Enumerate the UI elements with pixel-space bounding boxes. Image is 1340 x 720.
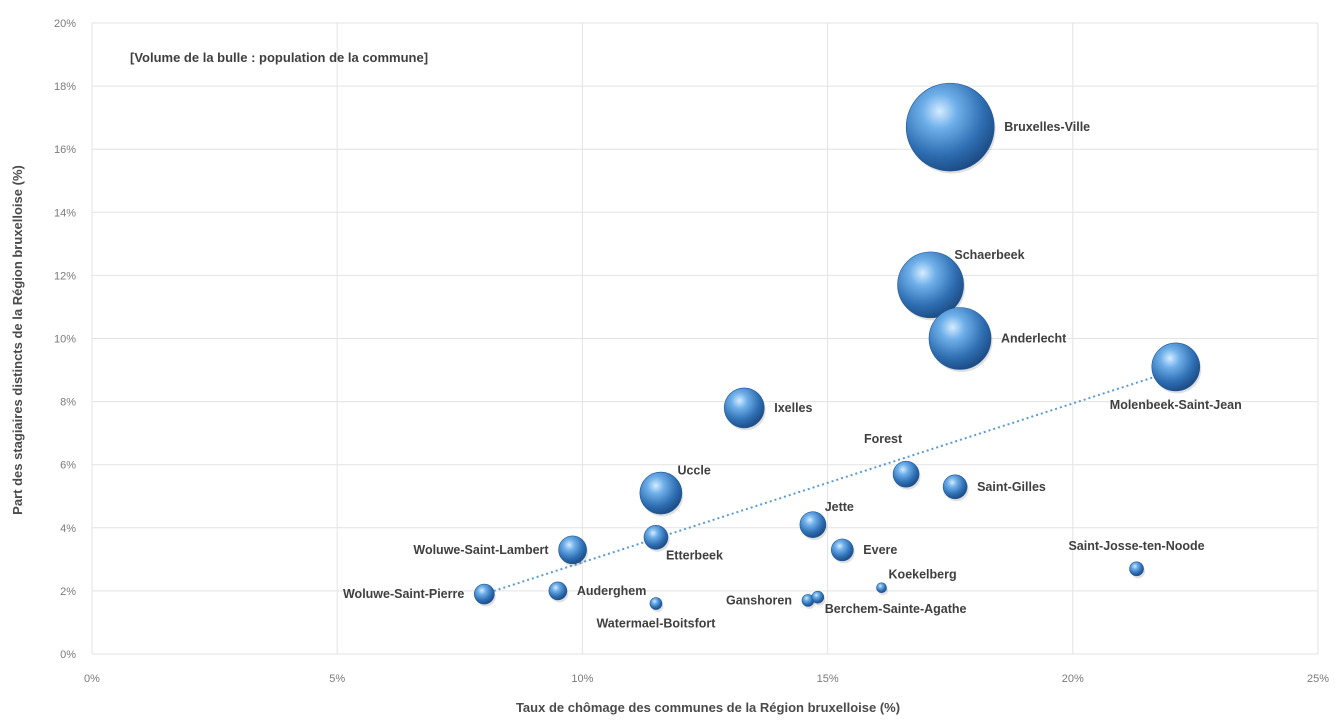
bubbles [474,82,1202,613]
bubble [649,597,663,610]
bubble-label: Watermael-Boitsfort [596,617,716,631]
bubble [1151,342,1201,392]
y-tick-label: 0% [60,649,76,661]
bubble-label: Jette [825,500,854,514]
bubble-label: Ganshoren [726,593,792,607]
bubble-label: Anderlecht [1001,332,1067,346]
y-tick-label: 20% [54,18,76,30]
bubble [1129,561,1144,577]
x-tick-label: 15% [817,673,839,685]
bubble-label: Schaerbeek [954,248,1024,262]
bubble-label: Molenbeek-Saint-Jean [1110,398,1242,412]
x-tick-label: 25% [1307,673,1329,685]
bubble [723,387,765,429]
bubble-label: Woluwe-Saint-Pierre [343,587,464,601]
bubble-label: Etterbeek [666,548,723,562]
bubble-label: Woluwe-Saint-Lambert [413,543,549,557]
x-tick-label: 0% [84,673,100,685]
bubble [905,82,995,172]
x-tick-label: 20% [1062,673,1084,685]
bubble [876,582,887,594]
bubble [558,535,587,565]
x-axis-title: Taux de chômage des communes de la Régio… [516,700,900,715]
bubble-label: Saint-Gilles [977,480,1046,494]
bubble-label: Forest [864,432,903,446]
bubble [942,474,968,500]
bubble [474,583,495,605]
bubble-label: Bruxelles-Ville [1004,120,1090,134]
y-tick-label: 18% [54,81,76,93]
bubble [831,538,854,562]
bubble [892,460,920,488]
bubble-label: Koekelberg [889,568,957,582]
x-tick-label: 5% [329,673,345,685]
y-axis-title: Part des stagiaires distincts de la Régi… [10,165,25,515]
bubble [548,581,568,601]
y-tick-label: 12% [54,270,76,282]
y-tick-label: 8% [60,397,76,409]
bubble-label: Uccle [677,463,710,477]
y-tick-label: 4% [60,523,76,535]
y-tick-label: 14% [54,207,76,219]
bubble [811,590,825,604]
bubble-label: Evere [863,543,897,557]
y-tick-label: 2% [60,586,76,598]
bubble-label: Ixelles [774,401,812,415]
bubble [643,524,669,550]
trendline [484,369,1177,596]
bubble [639,471,683,515]
x-axis-ticks: 0% 5% 10% 15% 20% 25% [84,673,1329,685]
bubble-size-note: [Volume de la bulle : population de la c… [130,50,428,65]
bubble [928,307,992,370]
y-axis-ticks: 0% 2% 4% 6% 8% 10% 12% 14% 16% 18% 20% [54,18,76,661]
bubble-label: Berchem-Sainte-Agathe [825,602,967,616]
bubble-label: Auderghem [577,584,646,598]
y-tick-label: 10% [54,334,76,346]
y-tick-label: 16% [54,144,76,156]
y-tick-label: 6% [60,460,76,472]
x-tick-label: 10% [571,673,593,685]
bubble [799,511,827,538]
bubble-labels: Bruxelles-Ville Schaerbeek Anderlecht Molen… [343,120,1242,630]
bubble [897,251,964,319]
bubble-label: Saint-Josse-ten-Noode [1068,539,1204,553]
